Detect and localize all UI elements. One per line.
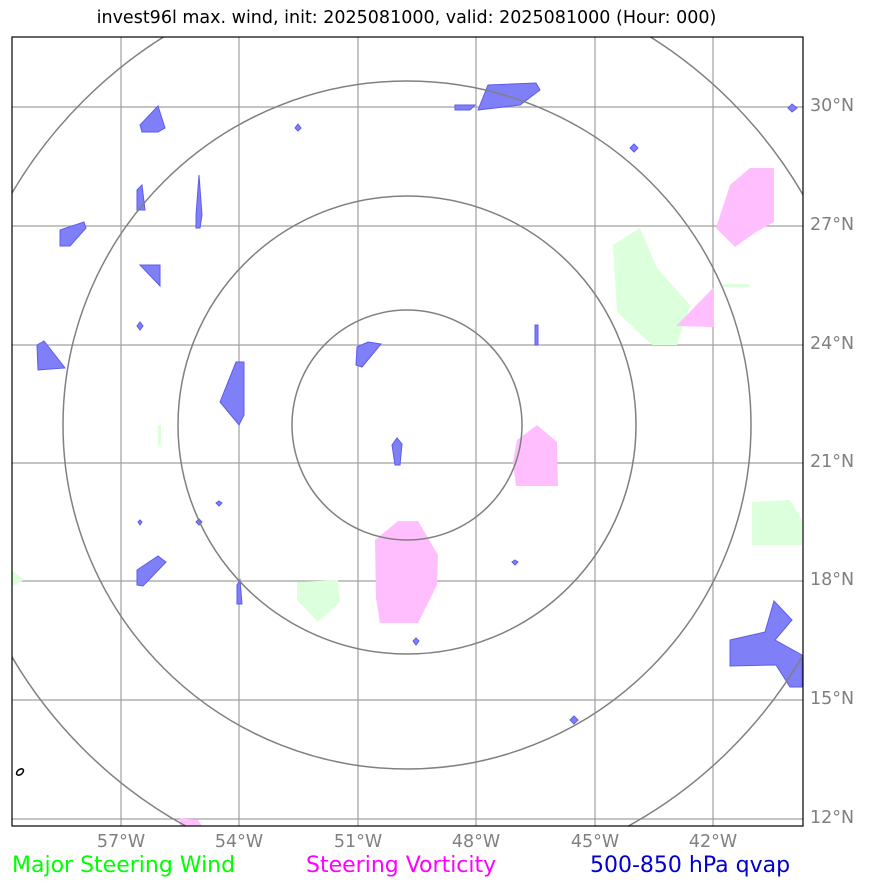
qvap-area — [219, 361, 245, 426]
vorticity-area — [375, 521, 438, 623]
wind-area — [613, 228, 690, 345]
qvap-area — [136, 555, 167, 587]
wind-area — [752, 500, 802, 545]
qvap-area — [355, 341, 382, 368]
lon-label-42w: 42°W — [688, 832, 738, 852]
range-ring — [291, 309, 523, 541]
qvap-area — [629, 143, 639, 153]
qvap-area — [391, 437, 403, 466]
lat-label-12n: 12°N — [810, 808, 855, 828]
wind-area — [297, 580, 340, 622]
wind-contour-marker — [15, 768, 25, 776]
vorticity-area — [180, 818, 202, 826]
legend-qvap: 500-850 hPa qvap — [590, 853, 791, 878]
qvap-areas — [36, 82, 803, 725]
qvap-area — [36, 340, 66, 371]
wind-area — [12, 570, 24, 586]
lon-label-45w: 45°W — [570, 832, 620, 852]
qvap-area — [139, 105, 166, 133]
qvap-area — [195, 174, 203, 229]
lon-label-51w: 51°W — [333, 832, 383, 852]
vorticity-area — [513, 425, 558, 486]
qvap-area — [534, 324, 539, 346]
qvap-area — [59, 221, 87, 247]
lon-label-57w: 57°W — [96, 832, 146, 852]
qvap-area — [511, 559, 519, 566]
wind-area — [723, 284, 749, 287]
qvap-area — [412, 637, 420, 646]
wind-area — [158, 425, 161, 445]
legend-steering-wind: Major Steering Wind — [12, 853, 236, 878]
qvap-area — [138, 264, 161, 288]
steering-vorticity-areas — [180, 168, 774, 826]
lat-label-18n: 18°N — [810, 570, 855, 590]
lat-label-21n: 21°N — [810, 452, 855, 472]
vorticity-area — [716, 168, 774, 247]
qvap-area — [787, 103, 798, 113]
lon-label-54w: 54°W — [214, 832, 264, 852]
plot-frame — [11, 36, 804, 827]
range-ring — [62, 80, 752, 770]
range-ring — [177, 195, 637, 655]
graticule — [12, 37, 803, 826]
legend-steering-vorticity: Steering Vorticity — [306, 853, 497, 878]
steering-wind-areas — [12, 228, 802, 622]
lat-label-30n: 30°N — [810, 96, 855, 116]
qvap-area — [136, 321, 144, 331]
map-title: invest96l max. wind, init: 2025081000, v… — [96, 8, 717, 28]
qvap-area — [137, 519, 143, 526]
qvap-area — [569, 715, 579, 725]
lat-label-15n: 15°N — [810, 689, 855, 709]
lat-label-24n: 24°N — [810, 334, 855, 354]
lat-label-27n: 27°N — [810, 215, 855, 235]
qvap-area — [729, 600, 803, 688]
qvap-area — [215, 500, 223, 507]
lon-label-48w: 48°W — [451, 832, 501, 852]
qvap-area — [294, 123, 302, 132]
vorticity-area — [676, 287, 714, 327]
qvap-area — [454, 104, 477, 111]
